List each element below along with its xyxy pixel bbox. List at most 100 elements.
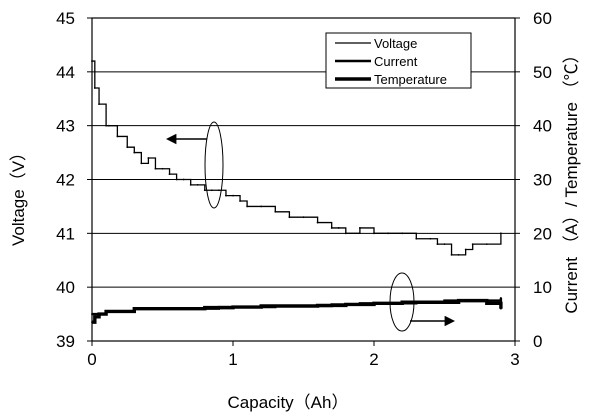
y-right-tick-label-40: 40 [533, 117, 552, 136]
series-point-voltage [373, 232, 375, 235]
current-temp-callout-ellipse [389, 272, 415, 332]
y-left-tick-label-44: 44 [56, 63, 75, 82]
series-layer [91, 60, 503, 324]
series-point-temperature [232, 306, 234, 308]
series-point-temperature [105, 310, 107, 313]
series-point-voltage [232, 194, 234, 197]
series-point-voltage [288, 216, 291, 219]
series-point-voltage [133, 151, 136, 154]
series-point-temperature [288, 305, 291, 307]
series-point-voltage [302, 216, 305, 219]
series-point-temperature [112, 310, 115, 313]
series-point-voltage [108, 124, 110, 127]
series-point-voltage [93, 87, 96, 89]
series-point-voltage [436, 243, 439, 246]
series-point-temperature [429, 301, 432, 304]
series-point-voltage [450, 253, 453, 256]
series-point-temperature [316, 304, 319, 307]
series-point-voltage [161, 167, 164, 170]
series-point-voltage [196, 183, 199, 186]
series-point-temperature [457, 299, 460, 302]
series-point-voltage [401, 232, 404, 235]
series-point-voltage [182, 178, 185, 181]
x-tick-label-1: 1 [228, 350, 237, 369]
series-point-voltage [246, 205, 249, 208]
series-point-voltage [239, 200, 241, 202]
y-left-tick-label-39: 39 [56, 332, 75, 351]
series-point-temperature [98, 313, 100, 315]
annotations [165, 121, 456, 332]
series-point-temperature [203, 306, 206, 309]
tick-labels: 0 1 2 3 39 40 41 42 43 44 45 0 10 20 30 40 50 60 [56, 9, 552, 369]
series-point-temperature [133, 307, 136, 310]
series-point-voltage [225, 194, 227, 197]
series-point-voltage [485, 243, 488, 246]
series-point-voltage [260, 205, 263, 208]
series-point-voltage [189, 183, 192, 186]
series-point-voltage [337, 227, 340, 229]
y-right-tick-label-30: 30 [533, 171, 552, 190]
series-point-voltage [415, 237, 418, 240]
voltage-callout-ellipse [204, 121, 224, 209]
series-point-temperature [260, 305, 263, 307]
series-point-voltage [147, 157, 150, 159]
y-right-tick-label-50: 50 [533, 63, 552, 82]
y-right-tick-label-20: 20 [533, 224, 552, 243]
series-point-voltage [359, 227, 361, 229]
y-right-tick-label-60: 60 [533, 9, 552, 28]
series-line-temperature [92, 298, 503, 324]
series-line-voltage [92, 60, 502, 256]
legend-label-voltage: Voltage [374, 36, 417, 51]
series-point-current [500, 297, 502, 299]
series-point-voltage [387, 232, 389, 235]
y-right-axis-title: Current （A）/ Temperature （℃） [562, 46, 581, 313]
series-point-voltage [116, 135, 119, 138]
series-point-voltage [464, 248, 467, 251]
series-point-temperature [147, 307, 150, 310]
series-point-voltage [210, 189, 213, 192]
legend-label-current: Current [374, 54, 418, 69]
y-right-tick-label-0: 0 [533, 332, 542, 351]
series-point-voltage [316, 221, 319, 224]
series-point-voltage [126, 146, 129, 149]
series-point-voltage [203, 189, 206, 192]
y-left-axis-title: Voltage（V） [9, 144, 28, 246]
series-point-voltage [105, 124, 107, 127]
series-point-temperature [93, 315, 96, 318]
legend-label-temperature: Temperature [374, 72, 447, 87]
x-tick-label-2: 2 [369, 350, 378, 369]
series-point-temperature [500, 307, 502, 310]
series-point-voltage [443, 243, 446, 246]
y-left-tick-label-41: 41 [56, 224, 75, 243]
series-point-voltage [344, 232, 347, 235]
series-point-voltage [98, 103, 100, 106]
series-point-voltage [457, 253, 460, 256]
series-point-temperature [485, 302, 488, 305]
y-left-tick-label-45: 45 [56, 9, 75, 28]
series-point-temperature [119, 310, 122, 313]
series-point-voltage [330, 227, 333, 229]
series-point-voltage [168, 173, 171, 176]
series-point-temperature [175, 307, 178, 310]
series-point-temperature [344, 303, 347, 306]
series-point-voltage [274, 210, 277, 213]
x-axis-title: Capacity（Ah） [228, 393, 349, 412]
series-point-voltage [175, 178, 178, 181]
y-right-tick-label-10: 10 [533, 278, 552, 297]
series-point-voltage [140, 162, 143, 165]
y-left-tick-label-42: 42 [56, 171, 75, 190]
x-tick-label-3: 3 [510, 350, 519, 369]
series-point-temperature [401, 301, 404, 304]
legend: Voltage Current Temperature [325, 32, 472, 89]
series-point-voltage [218, 189, 220, 192]
y-left-tick-label-40: 40 [56, 278, 75, 297]
grid-lines [92, 71, 515, 288]
series-point-voltage [429, 237, 432, 240]
series-point-voltage [500, 232, 502, 235]
y-left-tick-label-43: 43 [56, 117, 75, 136]
series-point-voltage [471, 243, 474, 246]
series-point-voltage [154, 167, 157, 170]
x-tick-label-0: 0 [87, 350, 96, 369]
series-point-temperature [373, 302, 375, 305]
